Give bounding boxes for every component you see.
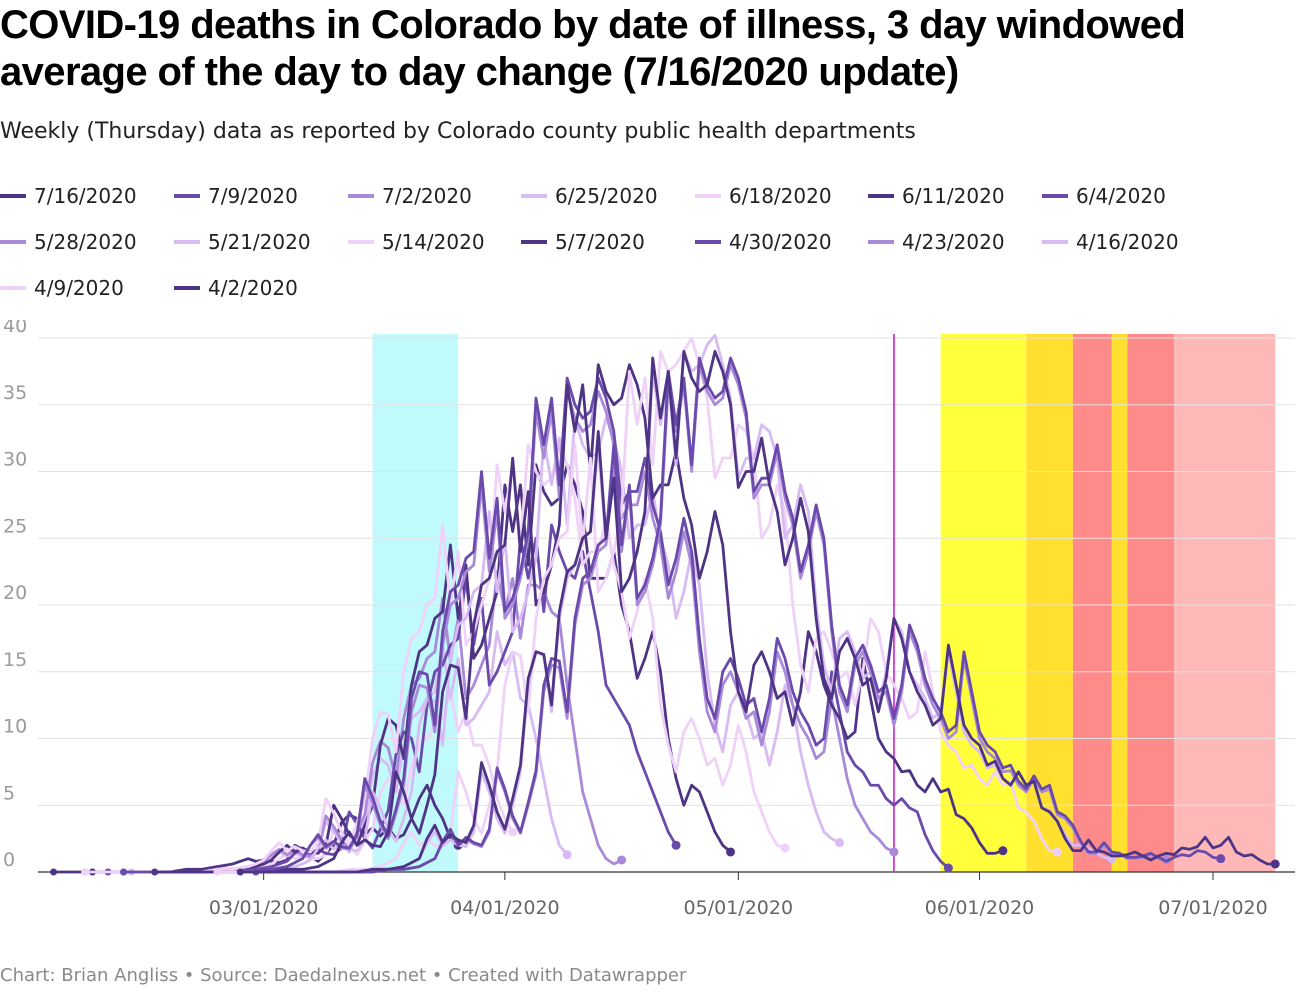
legend-item: 6/11/2020 bbox=[868, 182, 1005, 210]
legend-item: 7/16/2020 bbox=[0, 182, 137, 210]
legend-label: 5/7/2020 bbox=[555, 230, 645, 254]
legend-label: 4/16/2020 bbox=[1076, 230, 1179, 254]
y-tick-label: 30 bbox=[3, 449, 27, 471]
series-start-point bbox=[81, 868, 89, 876]
x-tick-label: 04/01/2020 bbox=[450, 897, 560, 919]
legend-swatch bbox=[868, 239, 894, 244]
legend-label: 6/11/2020 bbox=[902, 184, 1005, 208]
legend-item: 5/7/2020 bbox=[521, 228, 645, 256]
series-start-point bbox=[50, 868, 58, 876]
series-end-point bbox=[834, 838, 844, 848]
legend-item: 5/28/2020 bbox=[0, 228, 137, 256]
legend-swatch bbox=[0, 285, 26, 290]
chart-footer-credit: Chart: Brian Angliss • Source: Daedalnex… bbox=[0, 965, 687, 986]
legend-label: 7/16/2020 bbox=[34, 184, 137, 208]
series-line bbox=[215, 336, 1059, 874]
x-tick-label: 05/01/2020 bbox=[684, 897, 794, 919]
legend-swatch bbox=[1042, 239, 1068, 244]
series-line bbox=[238, 349, 1277, 874]
y-tick-label: 5 bbox=[3, 782, 15, 804]
chart-title: COVID-19 deaths in Colorado by date of i… bbox=[0, 3, 1186, 94]
legend-label: 5/21/2020 bbox=[208, 230, 311, 254]
shaded-period bbox=[1174, 334, 1276, 872]
legend-item: 7/9/2020 bbox=[174, 182, 298, 210]
legend-label: 6/18/2020 bbox=[729, 184, 832, 208]
shaded-period bbox=[1072, 334, 1112, 872]
series-start-point bbox=[236, 868, 244, 876]
legend-swatch bbox=[174, 239, 200, 244]
legend-swatch bbox=[868, 193, 894, 198]
series-start-point bbox=[213, 868, 221, 876]
legend-label: 6/25/2020 bbox=[555, 184, 658, 208]
legend-swatch bbox=[174, 193, 200, 198]
series-end-point bbox=[998, 846, 1008, 856]
legend-swatch bbox=[348, 239, 374, 244]
series-line bbox=[153, 363, 1005, 874]
legend-label: 6/4/2020 bbox=[1076, 184, 1166, 208]
series-start-point bbox=[120, 868, 128, 876]
x-tick-label: 07/01/2020 bbox=[1158, 897, 1268, 919]
legend-swatch bbox=[521, 193, 547, 198]
legend-label: 4/2/2020 bbox=[208, 276, 298, 300]
shaded-period bbox=[1127, 334, 1175, 872]
legend-swatch bbox=[695, 193, 721, 198]
legend-item: 4/16/2020 bbox=[1042, 228, 1179, 256]
series-end-point bbox=[1216, 854, 1226, 864]
legend-swatch bbox=[1042, 193, 1068, 198]
legend-swatch bbox=[0, 193, 26, 198]
series-end-point bbox=[562, 850, 572, 860]
series-end-point bbox=[671, 840, 681, 850]
legend-item: 7/2/2020 bbox=[348, 182, 472, 210]
y-tick-label: 40 bbox=[3, 320, 27, 337]
x-tick-label: 06/01/2020 bbox=[925, 897, 1035, 919]
series-end-point bbox=[726, 847, 736, 857]
legend-label: 4/30/2020 bbox=[729, 230, 832, 254]
legend-item: 5/21/2020 bbox=[174, 228, 311, 256]
y-tick-label: 10 bbox=[3, 716, 27, 738]
line-chart: 0 5 10 15 20 25 30 35 40 03/01/2020 04/01/2020 05/0… bbox=[3, 320, 1295, 919]
series-end-point bbox=[1052, 847, 1062, 857]
legend-swatch bbox=[0, 239, 26, 244]
y-tick-label: 0 bbox=[3, 849, 15, 871]
legend-label: 5/28/2020 bbox=[34, 230, 137, 254]
series-end-point bbox=[508, 827, 518, 837]
y-tick-label: 20 bbox=[3, 582, 27, 604]
series-end-point bbox=[780, 843, 790, 853]
legend-item: 4/2/2020 bbox=[174, 274, 298, 302]
legend-label: 7/9/2020 bbox=[208, 184, 298, 208]
legend-item: 6/4/2020 bbox=[1042, 182, 1166, 210]
legend-label: 4/9/2020 bbox=[34, 276, 124, 300]
y-tick-label: 15 bbox=[3, 649, 27, 671]
legend-swatch bbox=[521, 239, 547, 244]
series-line bbox=[83, 630, 569, 874]
legend-item: 4/30/2020 bbox=[695, 228, 832, 256]
y-tick-label: 25 bbox=[3, 515, 27, 537]
legend-label: 5/14/2020 bbox=[382, 230, 485, 254]
series-end-point bbox=[617, 855, 627, 865]
legend-item: 6/18/2020 bbox=[695, 182, 832, 210]
series-end-point bbox=[889, 847, 899, 857]
y-tick-label: 35 bbox=[3, 382, 27, 404]
series-end-point bbox=[943, 863, 953, 873]
shaded-period bbox=[372, 334, 459, 872]
legend-swatch bbox=[174, 285, 200, 290]
legend-swatch bbox=[348, 193, 374, 198]
legend-item: 4/9/2020 bbox=[0, 274, 124, 302]
series-end-point bbox=[1270, 859, 1280, 869]
x-tick-label: 03/01/2020 bbox=[209, 897, 319, 919]
series-line bbox=[122, 376, 950, 874]
legend-item: 6/25/2020 bbox=[521, 182, 658, 210]
chart-subtitle: Weekly (Thursday) data as reported by Co… bbox=[0, 119, 916, 144]
shaded-period bbox=[1111, 334, 1128, 872]
series-start-point bbox=[151, 868, 159, 876]
legend-label: 7/2/2020 bbox=[382, 184, 472, 208]
legend-label: 4/23/2020 bbox=[902, 230, 1005, 254]
series-line bbox=[254, 356, 1223, 874]
legend-item: 5/14/2020 bbox=[348, 228, 485, 256]
legend-swatch bbox=[695, 239, 721, 244]
legend-item: 4/23/2020 bbox=[868, 228, 1005, 256]
